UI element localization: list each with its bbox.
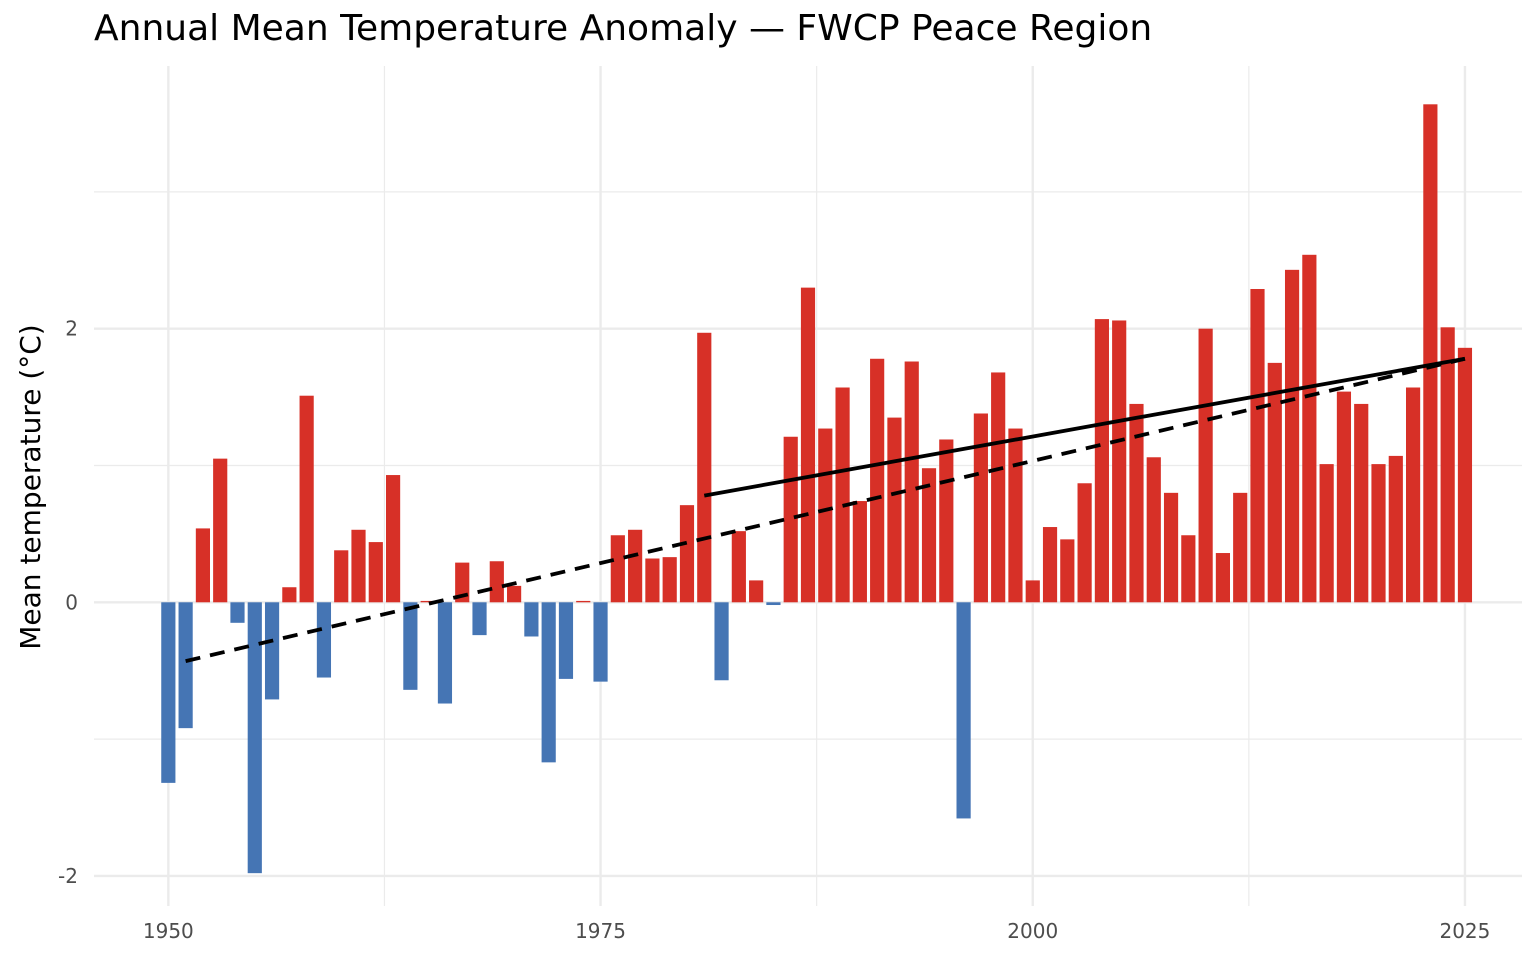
bar-2003 [1077, 483, 1092, 603]
bar-1999 [1008, 428, 1023, 603]
bar-1984 [749, 580, 764, 603]
tick-label-layer: 1950 1975 2000 2025 -2 0 2 [58, 317, 1490, 943]
bar-2004 [1094, 319, 1109, 603]
bar-1998 [991, 372, 1006, 603]
bar-1953 [213, 458, 228, 603]
bar-1996 [956, 602, 971, 819]
y-tick-label: 2 [65, 317, 78, 341]
bar-1973 [558, 602, 574, 679]
bar-1964 [403, 602, 418, 690]
bar-1970 [507, 585, 522, 603]
bar-1962 [368, 542, 383, 603]
bar-2014 [1267, 362, 1282, 603]
bar-1978 [645, 558, 660, 603]
bar-1990 [852, 501, 867, 603]
bar-1952 [195, 528, 211, 603]
bar-1987 [800, 287, 816, 603]
y-tick-label: 0 [65, 590, 78, 614]
bar-1967 [455, 562, 470, 603]
bar-1985 [766, 602, 781, 606]
bar-1972 [541, 602, 556, 763]
bar-1963 [385, 475, 401, 603]
bar-2005 [1112, 320, 1127, 603]
trend-line-solid [703, 356, 1466, 498]
bar-2023 [1423, 104, 1438, 603]
bar-2016 [1302, 254, 1317, 603]
bar-1992 [887, 417, 902, 603]
bar-2025 [1457, 347, 1473, 603]
bar-2019 [1354, 403, 1369, 603]
bar-1980 [679, 505, 695, 603]
bar-1960 [334, 550, 349, 603]
bar-1993 [904, 361, 919, 603]
bar-1959 [316, 602, 332, 678]
bar-1956 [264, 602, 280, 700]
bar-1968 [472, 602, 487, 636]
bar-1975 [593, 602, 608, 682]
x-tick-label: 2025 [1439, 919, 1490, 943]
bar-2018 [1336, 391, 1352, 603]
bar-1976 [610, 535, 625, 603]
bar-2017 [1319, 464, 1334, 603]
bar-1995 [939, 439, 954, 603]
trend-line-dashed [185, 356, 1466, 663]
bar-2013 [1250, 288, 1265, 603]
bar-1989 [835, 387, 850, 603]
bar-2012 [1233, 492, 1248, 603]
bar-layer [161, 104, 1473, 874]
bar-1969 [489, 561, 504, 603]
bar-2024 [1440, 327, 1455, 603]
bar-1983 [731, 531, 746, 603]
bar-1986 [783, 436, 798, 603]
bar-1994 [921, 468, 937, 603]
bar-2010 [1198, 328, 1213, 603]
y-tick-label: -2 [58, 864, 78, 888]
bar-2011 [1215, 553, 1231, 603]
bar-1982 [714, 602, 729, 681]
bar-1954 [230, 602, 245, 623]
bar-1955 [247, 602, 262, 874]
bar-1957 [282, 587, 297, 603]
bar-2007 [1146, 457, 1161, 603]
bar-1977 [628, 529, 643, 603]
x-tick-label: 2000 [1007, 919, 1058, 943]
bar-1951 [178, 602, 193, 729]
x-tick-label: 1975 [575, 919, 626, 943]
trend-layer [185, 356, 1466, 663]
bar-2021 [1388, 455, 1403, 603]
bar-2008 [1163, 492, 1179, 603]
bar-1981 [697, 332, 712, 603]
bar-2022 [1405, 387, 1421, 603]
bar-2001 [1042, 527, 1058, 603]
bar-1997 [973, 413, 988, 603]
bar-1974 [576, 600, 591, 603]
bar-1961 [351, 529, 366, 603]
bar-1988 [818, 428, 833, 603]
chart-title: Annual Mean Temperature Anomaly — FWCP P… [94, 8, 1153, 49]
bar-1965 [420, 600, 435, 603]
bar-2009 [1181, 535, 1196, 603]
bar-1950 [161, 602, 176, 783]
bar-2002 [1060, 539, 1075, 603]
bar-1979 [662, 557, 677, 603]
bar-1971 [524, 602, 539, 637]
bar-2020 [1371, 464, 1386, 603]
bar-1958 [299, 395, 314, 603]
x-tick-label: 1950 [143, 919, 194, 943]
bar-2006 [1129, 403, 1144, 603]
bar-2000 [1025, 580, 1040, 603]
bar-1991 [870, 358, 885, 603]
bar-2015 [1284, 269, 1300, 603]
bar-1966 [437, 602, 453, 704]
y-axis-title: Mean temperature (°C) [14, 324, 47, 650]
